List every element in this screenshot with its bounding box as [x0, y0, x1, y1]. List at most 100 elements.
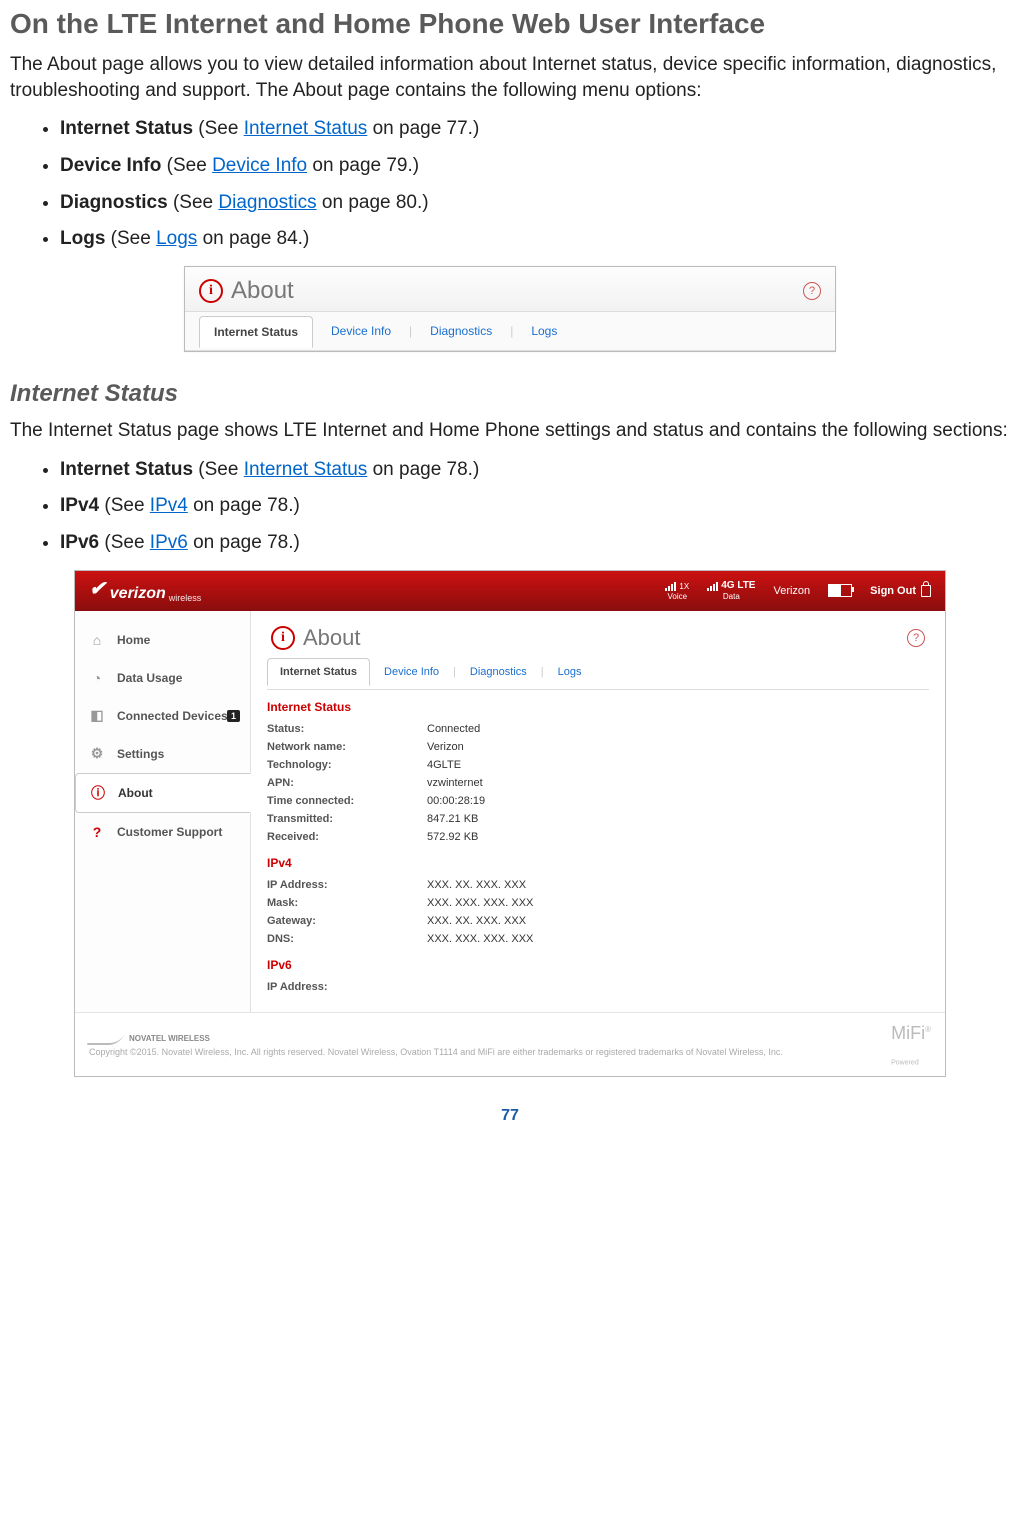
page-title: On the LTE Internet and Home Phone Web U… [10, 8, 1010, 40]
info-icon: i [271, 626, 295, 650]
kv-row: IP Address: [267, 978, 929, 996]
tab-diagnostics[interactable]: Diagnostics [412, 324, 510, 338]
item-pre: (See [193, 118, 244, 139]
kv-label: Network name: [267, 741, 427, 753]
mifi-sub: Powered [891, 1059, 919, 1066]
kv-label: Technology: [267, 759, 427, 771]
list-item: Device Info (See Device Info on page 79.… [60, 154, 1010, 179]
kv-row: Received:572.92 KB [267, 828, 929, 846]
panel-title: i About [271, 625, 361, 651]
sidebar-item-data-usage[interactable]: ◔Data Usage [75, 659, 250, 697]
section-ipv6-title: IPv6 [267, 958, 929, 972]
kv-row: IP Address:XXX. XX. XXX. XXX [267, 876, 929, 894]
kv-row: Transmitted:847.21 KB [267, 810, 929, 828]
tab-internet-status[interactable]: Internet Status [267, 658, 370, 686]
sections-list: Internet Status (See Internet Status on … [10, 458, 1010, 556]
help-icon[interactable]: ? [803, 282, 821, 300]
mifi-text: MiFi [891, 1023, 925, 1043]
kv-row: Mask:XXX. XXX. XXX. XXX [267, 894, 929, 912]
sidebar-item-connected-devices[interactable]: ◧Connected Devices1 [75, 697, 250, 735]
diagnostics-link[interactable]: Diagnostics [218, 192, 316, 213]
novatel-logo: NOVATEL WIRELESS [89, 1033, 783, 1045]
carrier-name: Verizon [773, 585, 810, 597]
item-post: on page 78.) [188, 532, 300, 553]
kv-value: 4GLTE [427, 759, 461, 771]
about-title-text: About [231, 277, 294, 305]
kv-row: Network name:Verizon [267, 738, 929, 756]
sidebar-item-home[interactable]: ⌂ Home [75, 621, 250, 659]
logs-link[interactable]: Logs [156, 228, 197, 249]
kv-label: Gateway: [267, 915, 427, 927]
voice-label: Voice [668, 592, 688, 601]
item-pre: (See [99, 532, 150, 553]
list-item: Internet Status (See Internet Status on … [60, 117, 1010, 142]
kv-value: Connected [427, 723, 480, 735]
sign-out-button[interactable]: Sign Out [870, 585, 931, 597]
intro-paragraph: The About page allows you to view detail… [10, 52, 1010, 103]
kv-value: XXX. XXX. XXX. XXX [427, 897, 533, 909]
kv-value: XXX. XX. XXX. XXX [427, 915, 526, 927]
list-item: Diagnostics (See Diagnostics on page 80.… [60, 191, 1010, 216]
devices-count-badge: 1 [227, 710, 240, 722]
sidebar-item-customer-support[interactable]: ?Customer Support [75, 813, 250, 851]
ipv6-link[interactable]: IPv6 [150, 532, 188, 553]
about-title: i About [199, 277, 294, 305]
item-post: on page 78.) [188, 495, 300, 516]
kv-label: Time connected: [267, 795, 427, 807]
item-post: on page 78.) [367, 459, 479, 480]
device-info-link[interactable]: Device Info [212, 155, 307, 176]
tab-internet-status[interactable]: Internet Status [199, 316, 313, 348]
item-post: on page 84.) [197, 228, 309, 249]
tab-logs[interactable]: Logs [544, 666, 596, 678]
kv-row: Time connected:00:00:28:19 [267, 792, 929, 810]
panel-header: i About ? [267, 619, 929, 655]
kv-value: Verizon [427, 741, 464, 753]
sign-out-label: Sign Out [870, 585, 916, 597]
list-item: IPv6 (See IPv6 on page 78.) [60, 531, 1010, 556]
kv-value: XXX. XX. XXX. XXX [427, 879, 526, 891]
tab-logs[interactable]: Logs [513, 324, 575, 338]
ipv4-link[interactable]: IPv4 [150, 495, 188, 516]
voice-value: 1X [679, 582, 689, 591]
item-bold: Internet Status [60, 118, 193, 139]
item-pre: (See [161, 155, 212, 176]
internet-status-link-2[interactable]: Internet Status [244, 459, 368, 480]
kv-value: 572.92 KB [427, 831, 478, 843]
data-signal: 4G LTE Data [707, 580, 755, 601]
admin-screenshot: ✔ verizon wireless 1X Voice 4G LTE Data … [74, 570, 946, 1078]
topbar-right: 1X Voice 4G LTE Data Verizon Sign Out [665, 580, 931, 601]
voice-signal: 1X Voice [665, 581, 689, 601]
kv-row: APN:vzwinternet [267, 774, 929, 792]
tab-device-info[interactable]: Device Info [313, 324, 409, 338]
sidebar-label: Home [117, 633, 150, 647]
about-tabs-figure: i About ? Internet Status Device Info| D… [184, 266, 836, 352]
info-icon: ⓘ [88, 783, 108, 803]
tab-diagnostics[interactable]: Diagnostics [456, 666, 541, 678]
sidebar-item-settings[interactable]: ⚙Settings [75, 735, 250, 773]
list-item: Internet Status (See Internet Status on … [60, 458, 1010, 483]
kv-label: Mask: [267, 897, 427, 909]
help-icon[interactable]: ? [907, 629, 925, 647]
admin-main: i About ? Internet Status Device Info| D… [251, 611, 945, 1012]
battery-icon [828, 584, 852, 597]
home-icon: ⌂ [87, 630, 107, 650]
kv-label: Received: [267, 831, 427, 843]
about-header: i About ? [185, 267, 835, 312]
kv-value: vzwinternet [427, 777, 483, 789]
internet-status-link[interactable]: Internet Status [244, 118, 368, 139]
sidebar-label: Customer Support [117, 825, 222, 839]
kv-row: Gateway:XXX. XX. XXX. XXX [267, 912, 929, 930]
kv-label: Transmitted: [267, 813, 427, 825]
data-label: Data [723, 592, 740, 601]
brand-sub: wireless [169, 593, 202, 603]
sidebar-item-about[interactable]: ⓘAbout [75, 773, 251, 813]
kv-label: IP Address: [267, 879, 427, 891]
signal-bars-icon [707, 581, 718, 591]
brand-text: verizon [110, 585, 166, 603]
admin-sidebar: ⌂ Home ◔Data Usage ◧Connected Devices1 ⚙S… [75, 611, 251, 1012]
kv-label: APN: [267, 777, 427, 789]
panel-title-text: About [303, 625, 361, 651]
section-internet-status-title: Internet Status [267, 700, 929, 714]
kv-value: 00:00:28:19 [427, 795, 485, 807]
tab-device-info[interactable]: Device Info [370, 666, 453, 678]
